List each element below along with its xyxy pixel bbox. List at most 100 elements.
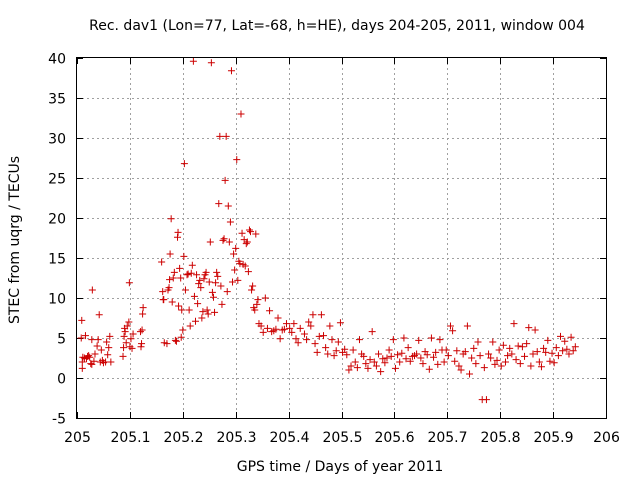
- data-point: [86, 353, 94, 361]
- data-point: [263, 324, 271, 332]
- data-points: [77, 57, 579, 404]
- data-point: [540, 344, 548, 352]
- y-tick-label: 40: [48, 52, 66, 68]
- data-point: [307, 322, 315, 330]
- data-point: [127, 335, 135, 343]
- data-point: [415, 336, 423, 344]
- data-point: [383, 354, 391, 362]
- data-point: [535, 358, 543, 366]
- data-point: [336, 319, 344, 327]
- data-point: [233, 156, 241, 164]
- data-point: [548, 349, 556, 357]
- data-point: [320, 332, 328, 340]
- y-tick-labels: -5 0 5 10 15 20 25 30 35 40: [48, 52, 66, 428]
- data-point: [221, 176, 229, 184]
- data-point: [220, 235, 228, 243]
- data-point: [482, 396, 490, 404]
- data-point: [537, 363, 545, 371]
- data-point: [78, 316, 86, 324]
- data-point: [402, 355, 410, 363]
- x-tick-label: 205.2: [163, 430, 203, 446]
- data-point: [552, 344, 560, 352]
- data-point: [322, 344, 330, 352]
- data-point: [493, 356, 501, 364]
- data-point: [259, 328, 267, 336]
- data-point: [347, 362, 355, 370]
- data-point: [243, 238, 251, 246]
- data-point: [474, 338, 482, 346]
- data-point: [103, 338, 111, 346]
- y-axis-label: STEC from uqrg / TECUs: [7, 156, 23, 324]
- data-point: [451, 357, 459, 365]
- data-point: [177, 333, 185, 341]
- data-point: [90, 357, 98, 365]
- data-point: [501, 358, 509, 366]
- data-point: [137, 343, 145, 351]
- chart-title: Rec. dav1 (Lon=77, Lat=-68, h=HE), days …: [89, 18, 585, 34]
- data-point: [398, 349, 406, 357]
- data-point: [466, 370, 474, 378]
- data-point: [569, 347, 577, 355]
- data-point: [207, 59, 215, 67]
- data-point: [160, 296, 168, 304]
- data-point: [272, 325, 280, 333]
- data-point: [190, 292, 198, 300]
- data-point: [88, 286, 96, 294]
- data-point: [303, 336, 311, 344]
- data-point: [417, 354, 425, 362]
- data-point: [196, 276, 204, 284]
- plot-frame: [76, 57, 607, 419]
- y-tick-label: 5: [57, 332, 66, 348]
- y-tick-label: 15: [48, 252, 66, 268]
- data-point: [194, 300, 202, 308]
- data-point: [169, 274, 177, 282]
- data-point: [198, 314, 206, 322]
- data-point: [292, 335, 300, 343]
- data-point: [381, 359, 389, 367]
- data-point: [128, 344, 136, 352]
- data-point: [97, 346, 105, 354]
- data-point: [362, 360, 370, 368]
- data-point: [166, 250, 174, 258]
- data-point: [223, 288, 231, 296]
- data-point: [202, 268, 210, 276]
- data-point: [219, 236, 227, 244]
- data-point: [105, 344, 113, 352]
- x-axis-label: GPS time / Days of year 2011: [237, 459, 444, 475]
- data-point: [461, 348, 469, 356]
- data-point: [311, 340, 319, 348]
- data-point: [491, 360, 499, 368]
- data-point: [236, 260, 244, 268]
- data-point: [188, 261, 196, 269]
- data-point: [78, 364, 86, 372]
- data-point: [261, 294, 269, 302]
- data-point: [178, 306, 186, 314]
- axis-ticks: [77, 58, 607, 419]
- x-tick-label: 206: [593, 430, 620, 446]
- data-point: [181, 286, 189, 294]
- data-point: [419, 360, 427, 368]
- data-point: [423, 351, 431, 359]
- data-point: [91, 350, 99, 358]
- y-tick-label: 30: [48, 132, 66, 148]
- data-point: [170, 268, 178, 276]
- data-point: [252, 230, 260, 238]
- data-point: [485, 350, 493, 358]
- data-point: [567, 333, 575, 341]
- data-point: [93, 342, 101, 350]
- data-point: [288, 328, 296, 336]
- y-tick-label: 25: [48, 172, 66, 188]
- data-point: [571, 343, 579, 351]
- data-point: [94, 336, 102, 344]
- data-point: [227, 67, 235, 75]
- data-point: [216, 132, 224, 140]
- grid-lines: [77, 58, 606, 418]
- data-point: [290, 320, 298, 328]
- data-point: [172, 337, 180, 345]
- data-point: [508, 350, 516, 358]
- data-point: [375, 350, 383, 358]
- data-point: [495, 346, 503, 354]
- data-point: [204, 310, 212, 318]
- data-point: [385, 346, 393, 354]
- data-point: [251, 306, 259, 314]
